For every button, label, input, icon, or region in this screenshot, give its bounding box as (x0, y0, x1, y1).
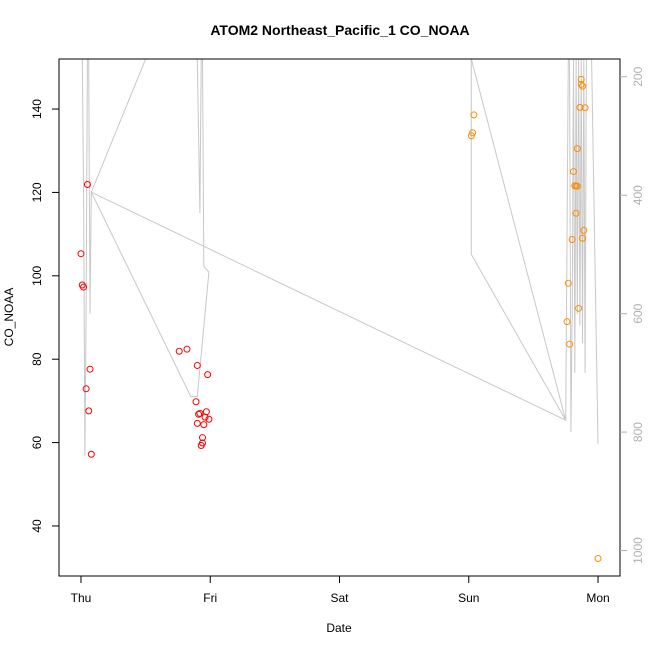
y-tick-label: 100 (30, 265, 44, 285)
data-point (579, 234, 587, 242)
data-point (470, 111, 478, 119)
x-tick-label: Thu (71, 591, 92, 605)
data-points-layer (77, 75, 602, 562)
data-point (80, 283, 88, 291)
data-point (204, 371, 212, 379)
chart-title: ATOM2 Northeast_Pacific_1 CO_NOAA (210, 22, 469, 38)
data-point (193, 419, 201, 427)
data-point (577, 75, 585, 83)
plot-border (58, 58, 621, 577)
data-point (82, 385, 90, 393)
data-point (192, 398, 200, 406)
data-point (563, 318, 571, 326)
y-tick-label: 40 (30, 519, 44, 533)
data-point (175, 347, 183, 355)
y-tick-label: 60 (30, 436, 44, 450)
data-point (205, 415, 213, 423)
y2-tick-label: 600 (631, 303, 645, 323)
data-point (183, 345, 191, 353)
axes-layer: Thu Fri Sat Sun Mon 40 60 80 100 120 140 200 400 600 8… (30, 58, 645, 605)
data-point (566, 340, 574, 348)
y-tick-label: 120 (30, 182, 44, 202)
data-point (200, 421, 208, 429)
data-point (577, 80, 585, 88)
data-point (575, 304, 583, 312)
data-point (580, 226, 588, 234)
data-point (83, 180, 91, 188)
data-point (195, 410, 203, 418)
x-tick-label: Sat (330, 591, 349, 605)
data-point (573, 182, 581, 190)
y2-tick-label: 400 (631, 185, 645, 205)
data-point (196, 409, 204, 417)
data-point (572, 209, 580, 217)
pressure-line-layer (81, 58, 599, 456)
data-point (85, 407, 93, 415)
data-point (581, 104, 589, 112)
data-point (469, 129, 477, 137)
data-point (198, 439, 206, 447)
y2-tick-label: 1000 (631, 537, 645, 564)
data-point (573, 145, 581, 153)
data-point (202, 408, 210, 416)
data-point (594, 554, 602, 562)
x-tick-label: Sun (458, 591, 479, 605)
y2-tick-label: 800 (631, 422, 645, 442)
data-point (579, 82, 587, 90)
y-tick-label: 140 (30, 99, 44, 119)
data-point (569, 168, 577, 176)
data-point (576, 103, 584, 111)
x-axis-label: Date (326, 621, 352, 635)
data-point (193, 361, 201, 369)
y2-tick-label: 200 (631, 66, 645, 86)
data-point (198, 434, 206, 442)
data-point (77, 250, 85, 258)
x-tick-label: Fri (203, 591, 217, 605)
x-tick-label: Mon (586, 591, 609, 605)
data-point (564, 279, 572, 287)
data-point (87, 450, 95, 458)
y-axis-label: CO_NOAA (2, 288, 16, 347)
data-point (568, 236, 576, 244)
y-tick-label: 80 (30, 352, 44, 366)
data-point (86, 365, 94, 373)
pressure-line (81, 58, 599, 456)
